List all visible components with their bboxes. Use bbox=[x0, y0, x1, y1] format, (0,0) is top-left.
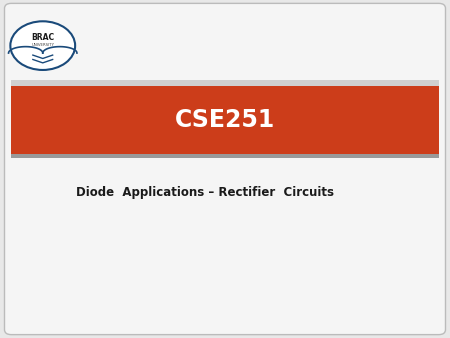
Bar bbox=[11, 80, 439, 86]
Bar bbox=[11, 86, 439, 154]
Text: UNIVERSITY: UNIVERSITY bbox=[31, 43, 54, 47]
Text: Diode  Applications – Rectifier  Circuits: Diode Applications – Rectifier Circuits bbox=[76, 186, 334, 199]
Circle shape bbox=[10, 21, 75, 70]
Text: BRAC: BRAC bbox=[31, 33, 54, 42]
Bar bbox=[11, 154, 439, 158]
Text: CSE251: CSE251 bbox=[175, 108, 275, 132]
FancyBboxPatch shape bbox=[4, 3, 446, 335]
